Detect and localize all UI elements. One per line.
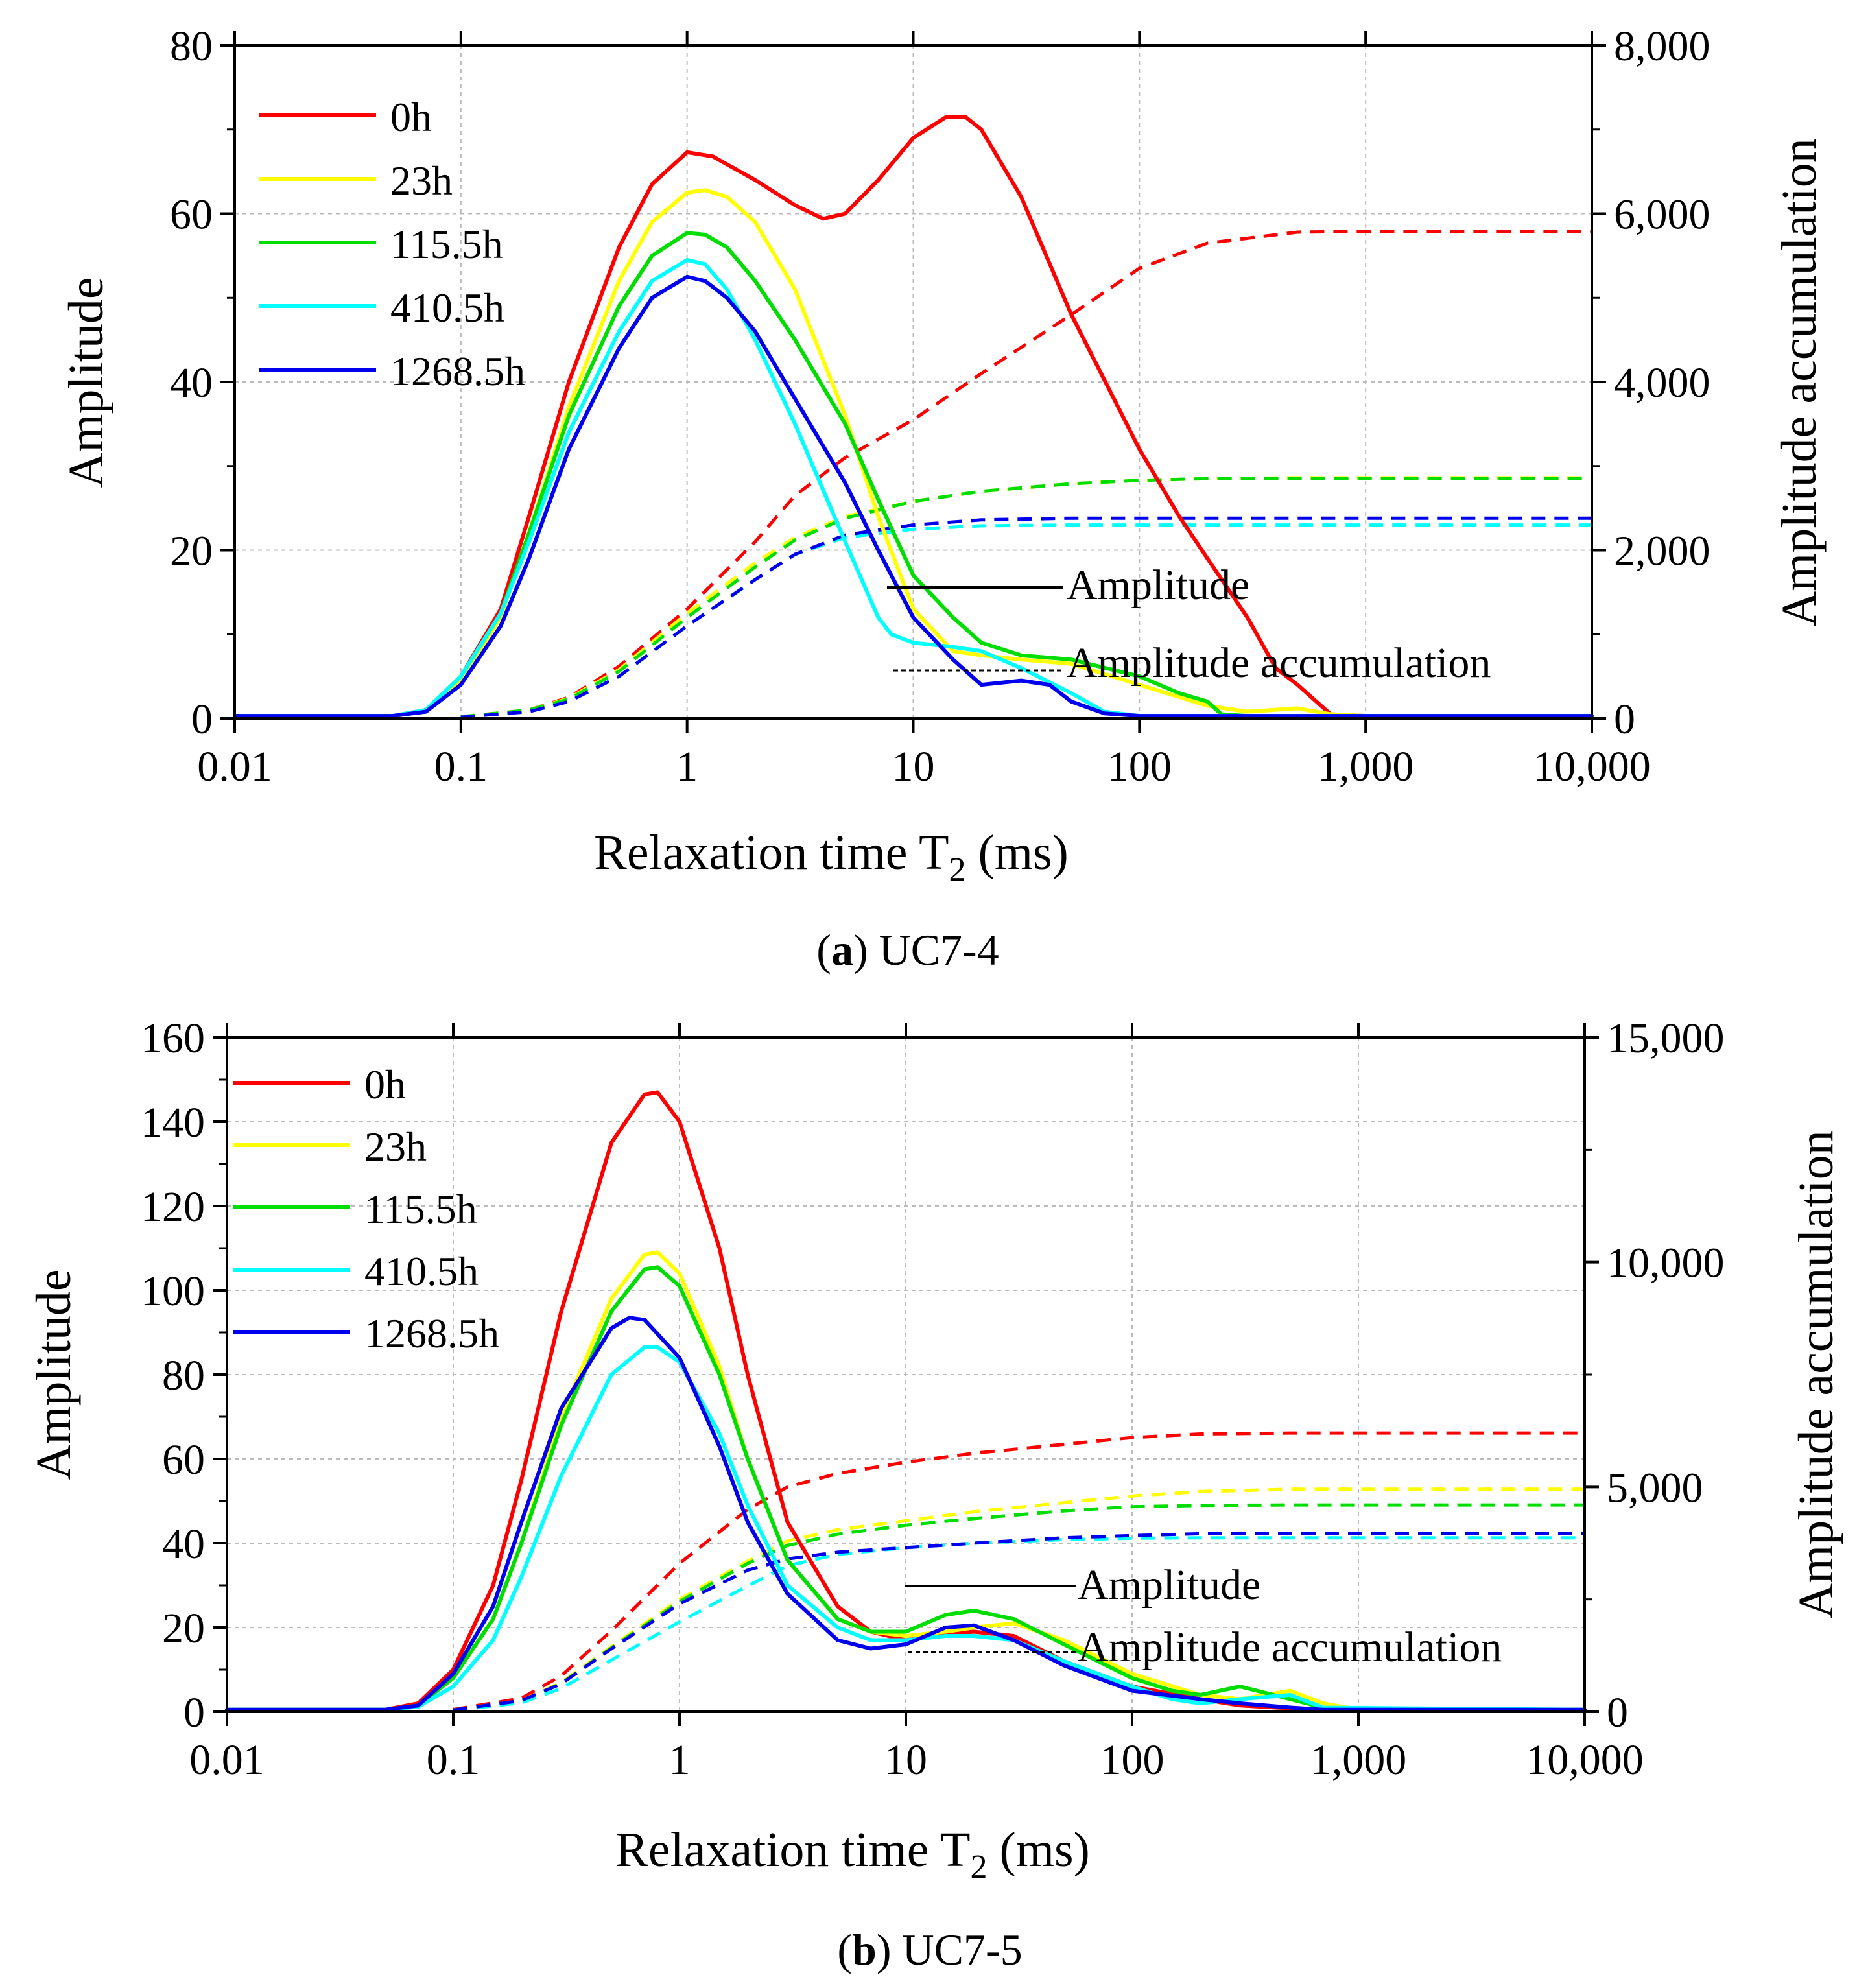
x-tick-label: 0.01 <box>189 1736 265 1784</box>
y-tick-label: 20 <box>162 1605 205 1652</box>
y2-tick-label: 0 <box>1607 1689 1628 1736</box>
amplitude-line-1268.5h <box>225 1316 1587 1712</box>
y-tick-label: 60 <box>162 1436 205 1484</box>
y2-tick-label: 15,000 <box>1607 1015 1725 1062</box>
y-tick-label: 80 <box>170 23 213 70</box>
x-tick-label: 100 <box>1107 743 1172 790</box>
y2-axis-title: Amplitude accumulation <box>1789 1130 1843 1618</box>
legend-label: 115.5h <box>364 1186 477 1232</box>
accumulation-line-23h <box>453 1487 1585 1712</box>
legend-label: 23h <box>364 1124 427 1170</box>
accumulation-line-1268.5h <box>453 1532 1585 1712</box>
x-axis-title: Relaxation time T2 (ms) <box>594 825 1069 888</box>
x-tick-label: 10 <box>884 1736 927 1784</box>
accumulation-line-0h <box>460 230 1592 718</box>
y2-tick-label: 0 <box>1614 696 1635 743</box>
y-tick-label: 0 <box>191 696 213 743</box>
legend-label: 115.5h <box>390 221 503 267</box>
y-tick-label: 20 <box>170 528 213 575</box>
x-tick-label: 1 <box>676 743 698 790</box>
panel-caption: (a) UC7-4 <box>816 925 999 975</box>
accumulation-line-115.5h <box>453 1503 1585 1712</box>
y-tick-label: 140 <box>141 1099 205 1146</box>
x-tick-label: 1,000 <box>1310 1736 1407 1784</box>
annotation-dashed-label: Amplitude accumulation <box>1067 639 1491 687</box>
x-tick-label: 10 <box>892 743 935 790</box>
panel-a-chart: 0.01 0.1 1 10 100 1,000 10,00002040608002,0004… <box>59 23 1827 975</box>
legend-label: 1268.5h <box>390 348 525 394</box>
y-axis-title: Amplitude <box>59 277 113 488</box>
legend-label: 0h <box>364 1061 406 1107</box>
panel-caption: (b) UC7-5 <box>837 1925 1022 1974</box>
annotation-solid-label: Amplitude <box>1067 562 1249 609</box>
legend-label: 410.5h <box>364 1248 479 1294</box>
legend-label: 23h <box>390 158 453 204</box>
series-lines <box>225 1090 1587 1712</box>
y2-tick-label: 10,000 <box>1607 1240 1725 1287</box>
amplitude-line-0h <box>233 115 1594 718</box>
y-tick-label: 60 <box>170 191 213 239</box>
x-axis-title-subscript: 2 <box>971 1849 988 1886</box>
y-tick-label: 120 <box>141 1183 205 1231</box>
legend-label: 0h <box>390 94 432 140</box>
axis-ticks: 0.01 0.1 1 10 100 1,000 10,0000204060801001201… <box>141 1015 1725 1784</box>
y2-tick-label: 6,000 <box>1614 191 1710 239</box>
x-tick-label: 100 <box>1100 1736 1165 1784</box>
series-lines <box>233 115 1594 719</box>
annotation-solid-label: Amplitude <box>1078 1561 1260 1609</box>
x-tick-label: 1 <box>669 1736 691 1784</box>
y2-tick-label: 4,000 <box>1614 359 1710 407</box>
accumulation-line-115.5h <box>460 477 1592 718</box>
x-tick-label: 1,000 <box>1318 743 1414 790</box>
y-tick-label: 80 <box>162 1352 205 1399</box>
grid-lines <box>226 1037 1585 1712</box>
y-tick-label: 40 <box>170 359 213 407</box>
x-axis-title-subscript: 2 <box>949 851 966 888</box>
legend-label: 1268.5h <box>364 1310 499 1356</box>
y2-tick-label: 5,000 <box>1607 1464 1703 1511</box>
y-tick-label: 0 <box>183 1689 205 1736</box>
accumulation-line-410.5h <box>460 523 1592 719</box>
x-tick-label: 0.1 <box>427 1736 480 1784</box>
amplitude-line-410.5h <box>233 257 1594 718</box>
annotation-dashed-label: Amplitude accumulation <box>1078 1624 1502 1671</box>
amplitude-line-115.5h <box>225 1265 1587 1712</box>
y-tick-label: 100 <box>141 1268 205 1315</box>
amplitude-line-410.5h <box>225 1345 1587 1712</box>
y2-axis-title: Amplitude accumulation <box>1772 138 1827 626</box>
axis-ticks: 0.01 0.1 1 10 100 1,000 10,00002040608002,0004… <box>170 23 1710 790</box>
x-tick-label: 10,000 <box>1533 743 1651 790</box>
amplitude-line-1268.5h <box>233 274 1594 718</box>
x-tick-label: 10,000 <box>1526 1736 1644 1784</box>
y-axis-title: Amplitude <box>27 1269 81 1480</box>
y-tick-label: 40 <box>162 1521 205 1568</box>
accumulation-line-1268.5h <box>460 516 1592 719</box>
legend-label: 410.5h <box>390 285 504 331</box>
legend: 0h 23h 115.5h 410.5h 1268.5h <box>233 1061 499 1356</box>
legend: 0h 23h 115.5h 410.5h 1268.5h <box>259 94 525 394</box>
x-tick-label: 0.1 <box>434 743 488 790</box>
panel-b-chart: 0.01 0.1 1 10 100 1,000 10,0000204060801001201… <box>27 1015 1843 1974</box>
y2-tick-label: 8,000 <box>1614 23 1710 70</box>
x-tick-label: 0.01 <box>197 743 272 790</box>
y2-tick-label: 2,000 <box>1614 528 1710 575</box>
accumulation-line-0h <box>453 1431 1585 1711</box>
x-axis-title: Relaxation time T2 (ms) <box>615 1823 1090 1886</box>
y-tick-label: 160 <box>141 1015 205 1062</box>
